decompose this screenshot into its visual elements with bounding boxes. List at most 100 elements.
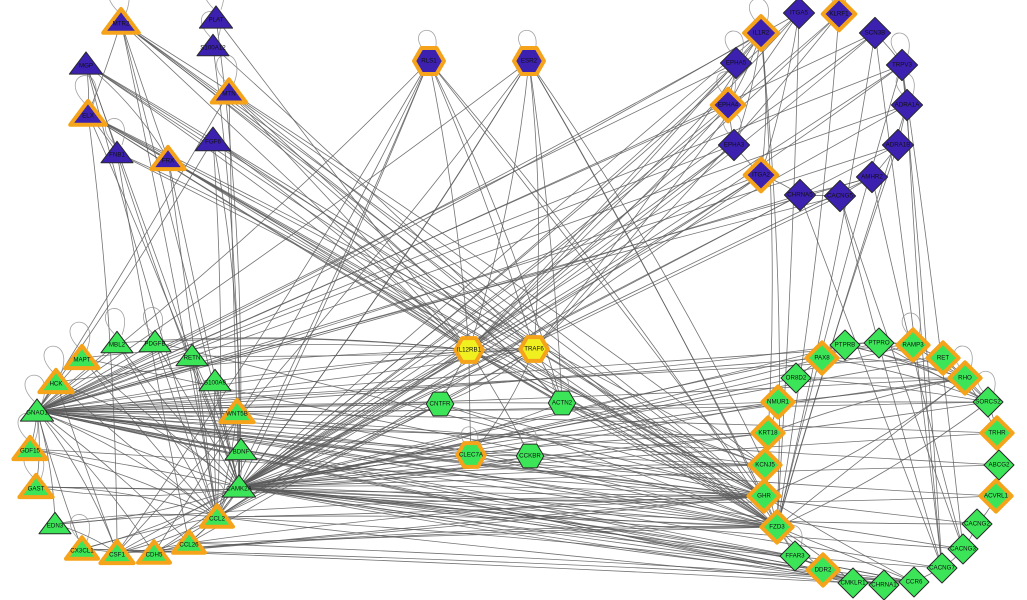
- graph-node[interactable]: [972, 386, 1004, 418]
- graph-node[interactable]: [783, 178, 817, 212]
- graph-node[interactable]: [199, 503, 235, 529]
- graph-node[interactable]: [890, 88, 924, 122]
- graph-node[interactable]: [742, 156, 780, 194]
- graph-node[interactable]: [779, 540, 811, 572]
- graph-node[interactable]: [101, 7, 141, 35]
- graph-node[interactable]: [196, 33, 230, 57]
- graph-node[interactable]: [823, 179, 857, 213]
- node-layer[interactable]: [11, 0, 1015, 600]
- graph-node[interactable]: [412, 46, 446, 76]
- graph-node[interactable]: [983, 449, 1015, 481]
- graph-node[interactable]: [709, 86, 747, 124]
- graph-node[interactable]: [547, 390, 577, 416]
- graph-node[interactable]: [925, 340, 961, 376]
- graph-node[interactable]: [746, 478, 782, 514]
- graph-node[interactable]: [198, 5, 234, 29]
- graph-node[interactable]: [453, 336, 485, 364]
- graph-node[interactable]: [221, 474, 257, 498]
- edge: [533, 12, 800, 350]
- graph-node[interactable]: [978, 478, 1014, 514]
- graph-node[interactable]: [837, 567, 869, 599]
- graph-node[interactable]: [136, 539, 172, 565]
- graph-node[interactable]: [820, 0, 858, 33]
- graph-node[interactable]: [198, 368, 232, 392]
- graph-node[interactable]: [175, 343, 209, 367]
- edge: [901, 64, 964, 550]
- graph-node[interactable]: [829, 329, 861, 361]
- edge: [36, 410, 1000, 466]
- graph-node[interactable]: [947, 533, 979, 565]
- graph-node[interactable]: [171, 529, 207, 555]
- edge: [81, 357, 218, 518]
- graph-node[interactable]: [425, 391, 455, 417]
- graph-node[interactable]: [858, 16, 892, 50]
- graph-node[interactable]: [742, 14, 780, 52]
- edge: [776, 401, 989, 528]
- graph-node[interactable]: [979, 415, 1015, 451]
- edge: [120, 21, 766, 466]
- graph-node[interactable]: [717, 128, 751, 162]
- graph-node[interactable]: [881, 128, 915, 162]
- graph-node[interactable]: [760, 384, 796, 420]
- graph-node[interactable]: [804, 340, 840, 376]
- edge: [428, 60, 470, 351]
- self-loop-edge: [461, 426, 479, 449]
- graph-node[interactable]: [805, 552, 841, 588]
- graph-node[interactable]: [63, 343, 101, 371]
- graph-node[interactable]: [37, 367, 75, 395]
- graph-node[interactable]: [138, 329, 172, 353]
- graph-node[interactable]: [149, 144, 187, 172]
- edge: [36, 410, 997, 497]
- graph-node[interactable]: [11, 434, 49, 462]
- graph-node[interactable]: [100, 330, 134, 354]
- graph-node[interactable]: [895, 327, 931, 363]
- graph-node[interactable]: [750, 415, 786, 451]
- edge: [36, 410, 118, 554]
- edge: [776, 144, 899, 528]
- graph-node[interactable]: [64, 535, 100, 561]
- edge: [29, 448, 240, 488]
- graph-node[interactable]: [926, 552, 958, 584]
- edge: [116, 152, 765, 497]
- graph-node[interactable]: [780, 362, 812, 394]
- graph-node[interactable]: [515, 443, 545, 469]
- edge: [36, 139, 214, 412]
- graph-node[interactable]: [518, 335, 550, 363]
- edge: [36, 410, 190, 544]
- graph-node[interactable]: [19, 398, 55, 422]
- graph-node[interactable]: [855, 160, 889, 194]
- edge: [36, 176, 873, 412]
- edge: [238, 344, 846, 488]
- graph-node[interactable]: [782, 0, 816, 30]
- graph-node[interactable]: [455, 441, 487, 469]
- graph-node[interactable]: [224, 437, 258, 461]
- edge: [238, 486, 997, 503]
- graph-node[interactable]: [961, 508, 993, 540]
- edge: [36, 410, 943, 569]
- edge: [120, 21, 765, 497]
- graph-node[interactable]: [759, 509, 795, 545]
- edge: [839, 195, 964, 550]
- graph-node[interactable]: [218, 397, 256, 425]
- graph-node[interactable]: [719, 46, 753, 80]
- graph-node[interactable]: [98, 538, 136, 566]
- graph-node[interactable]: [512, 46, 546, 76]
- edge: [36, 104, 729, 412]
- graph-node[interactable]: [947, 360, 983, 396]
- graph-node[interactable]: [68, 99, 108, 127]
- edge: [468, 13, 840, 351]
- graph-node[interactable]: [898, 566, 930, 598]
- graph-node[interactable]: [209, 77, 249, 105]
- graph-node[interactable]: [38, 511, 72, 535]
- graph-node[interactable]: [68, 51, 104, 75]
- graph-node[interactable]: [885, 48, 919, 82]
- edge: [776, 32, 876, 528]
- graph-node[interactable]: [17, 472, 55, 500]
- graph-node[interactable]: [868, 569, 900, 600]
- graph-node[interactable]: [194, 126, 232, 152]
- graph-node[interactable]: [100, 140, 134, 164]
- graph-node[interactable]: [863, 327, 895, 359]
- edge: [216, 515, 778, 528]
